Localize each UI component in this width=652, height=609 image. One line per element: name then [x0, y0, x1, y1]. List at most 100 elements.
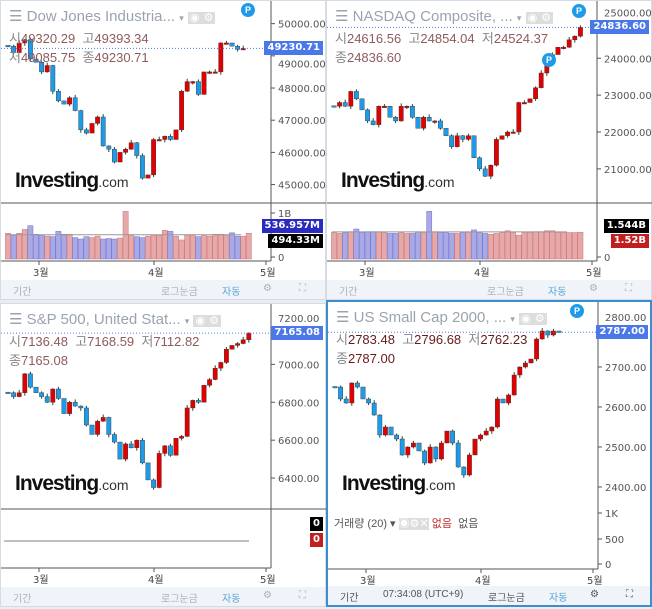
period-button[interactable]: 기간 — [13, 594, 32, 605]
event-marker-icon[interactable]: P — [570, 304, 584, 318]
gear-icon[interactable]: ⚙ — [207, 315, 221, 327]
volume-bar — [443, 232, 449, 260]
candle — [355, 382, 360, 388]
chevron-down-icon[interactable]: ▾ — [510, 314, 515, 324]
volume-bar — [117, 237, 123, 260]
x-tick-label: 4월 — [148, 267, 164, 279]
eye-icon[interactable]: ◉ — [187, 12, 202, 24]
fullscreen-icon[interactable]: ⛶ — [299, 283, 306, 294]
candle — [493, 139, 499, 166]
menu-icon[interactable]: ☰ — [336, 309, 350, 326]
candle — [359, 98, 365, 111]
event-marker-icon[interactable]: P — [572, 4, 586, 18]
period-button[interactable]: 기간 — [339, 287, 358, 298]
logo-text: Investing — [15, 472, 99, 495]
chevron-down-icon[interactable]: ▾ — [516, 13, 522, 23]
volume-bar — [426, 211, 433, 260]
event-marker-icon[interactable]: P — [241, 3, 255, 17]
candle — [134, 439, 140, 448]
auto-scale-button[interactable]: 자동 — [222, 594, 241, 605]
volume-bar — [403, 233, 410, 260]
chart-title[interactable]: ☰ S&P 500, United Stat... ▾ ◉ ⚙ — [9, 311, 221, 330]
candle — [235, 45, 240, 50]
last-price-tag: 7165.08 — [271, 326, 323, 341]
high-value: 7168.59 — [87, 334, 135, 349]
candle — [472, 438, 478, 456]
close-icon[interactable]: ✕ — [419, 518, 429, 530]
chart-title[interactable]: ☰ NASDAQ Composite, ... ▾ ◉ ⚙ — [335, 8, 554, 27]
logo-text: Investing — [341, 169, 425, 192]
close-value: 7165.08 — [20, 353, 68, 368]
candle — [450, 430, 456, 444]
chart-toolbar: 기간 로그눈금 자동 ⚙ ⛶ — [1, 587, 325, 606]
chart-panel-1[interactable]: 50000.00 49000.00 48000.00 47000.00 46000.00… — [0, 0, 327, 300]
high-label: 고 — [402, 332, 415, 347]
volume-bar — [38, 234, 45, 260]
settings-gear-icon[interactable]: ⚙ — [263, 283, 272, 294]
eye-icon[interactable]: ◉ — [193, 315, 208, 327]
period-button[interactable]: 기간 — [340, 593, 359, 604]
settings-gear-icon[interactable]: ⚙ — [263, 590, 272, 601]
gear-icon[interactable]: ⚙ — [409, 518, 420, 530]
close-value: 24836.60 — [346, 50, 402, 65]
candle — [61, 398, 67, 414]
ohlc-row: 종2787.00 — [336, 351, 395, 367]
log-scale-button[interactable]: 로그눈금 — [488, 593, 525, 604]
chevron-down-icon[interactable]: ▾ — [179, 13, 184, 23]
event-marker-icon[interactable]: P — [542, 53, 556, 67]
candle — [365, 109, 371, 122]
chart-title[interactable]: ☰ Dow Jones Industria... ▾ ◉ ⚙ — [9, 8, 216, 27]
chart-panel-3[interactable]: 7200.00 7000.00 6800.00 6600.00 6400.00 3월 4월 5… — [0, 303, 327, 607]
chart-panel-4[interactable]: 2800.00 2700.00 2600.00 2500.00 2400.00 1K 500… — [326, 300, 652, 607]
menu-icon[interactable]: ☰ — [9, 311, 23, 328]
log-scale-button[interactable]: 로그눈금 — [161, 287, 198, 298]
fullscreen-icon[interactable]: ⛶ — [299, 590, 306, 601]
x-tick-label: 3월 — [359, 267, 375, 279]
x-tick-label: 5월 — [586, 267, 602, 279]
candle — [394, 434, 400, 440]
period-button[interactable]: 기간 — [13, 287, 32, 298]
candle — [533, 87, 538, 100]
volume-bar — [577, 231, 584, 260]
gear-icon[interactable]: ⚙ — [532, 313, 547, 325]
candle — [405, 446, 411, 456]
auto-scale-button[interactable]: 자동 — [548, 287, 567, 298]
log-scale-button[interactable]: 로그눈금 — [161, 594, 198, 605]
chart-panel-2[interactable]: 25000.00 24000.00 23000.00 22000.00 21000.00… — [326, 0, 652, 300]
candle — [173, 129, 179, 140]
settings-gear-icon[interactable]: ⚙ — [589, 283, 598, 294]
settings-gear-icon[interactable]: ⚙ — [590, 589, 599, 600]
volume-bar — [10, 234, 17, 260]
volume-bar — [94, 235, 101, 260]
candle — [332, 386, 338, 389]
close-label: 종 — [9, 353, 21, 368]
fullscreen-icon[interactable]: ⛶ — [626, 589, 633, 600]
chevron-down-icon[interactable]: ▾ — [184, 316, 190, 326]
volume-bar — [212, 233, 219, 260]
ohlc-row: 시24616.56 고24854.04 저24524.37 — [335, 31, 548, 47]
high-value: 24854.04 — [420, 31, 475, 46]
menu-icon[interactable]: ☰ — [335, 8, 349, 25]
eye-icon[interactable]: ◉ — [525, 12, 540, 24]
fullscreen-icon[interactable]: ⛶ — [625, 283, 632, 294]
candle — [117, 441, 123, 460]
log-scale-button[interactable]: 로그눈금 — [487, 287, 524, 298]
volume-bar — [571, 232, 578, 260]
chart-title[interactable]: ☰ US Small Cap 2000, ... ▾ ◉ ⚙ — [336, 309, 547, 328]
candle — [409, 105, 415, 118]
eye-icon[interactable]: ◉ — [398, 518, 410, 530]
gear-icon[interactable]: ⚙ — [201, 12, 216, 24]
menu-icon[interactable]: ☰ — [9, 8, 23, 25]
y-tick-label: 7200.00 — [278, 314, 319, 325]
gear-icon[interactable]: ⚙ — [539, 12, 554, 24]
eye-icon[interactable]: ◉ — [519, 313, 533, 325]
auto-scale-button[interactable]: 자동 — [222, 287, 241, 298]
candle — [123, 148, 129, 153]
open-label: 시 — [335, 31, 347, 46]
auto-scale-button[interactable]: 자동 — [549, 593, 568, 604]
high-value: 49393.34 — [94, 31, 149, 46]
x-tick-label: 3월 — [33, 267, 49, 279]
candle — [466, 454, 472, 476]
low-label: 저 — [481, 31, 494, 46]
volume-bar — [77, 238, 84, 260]
